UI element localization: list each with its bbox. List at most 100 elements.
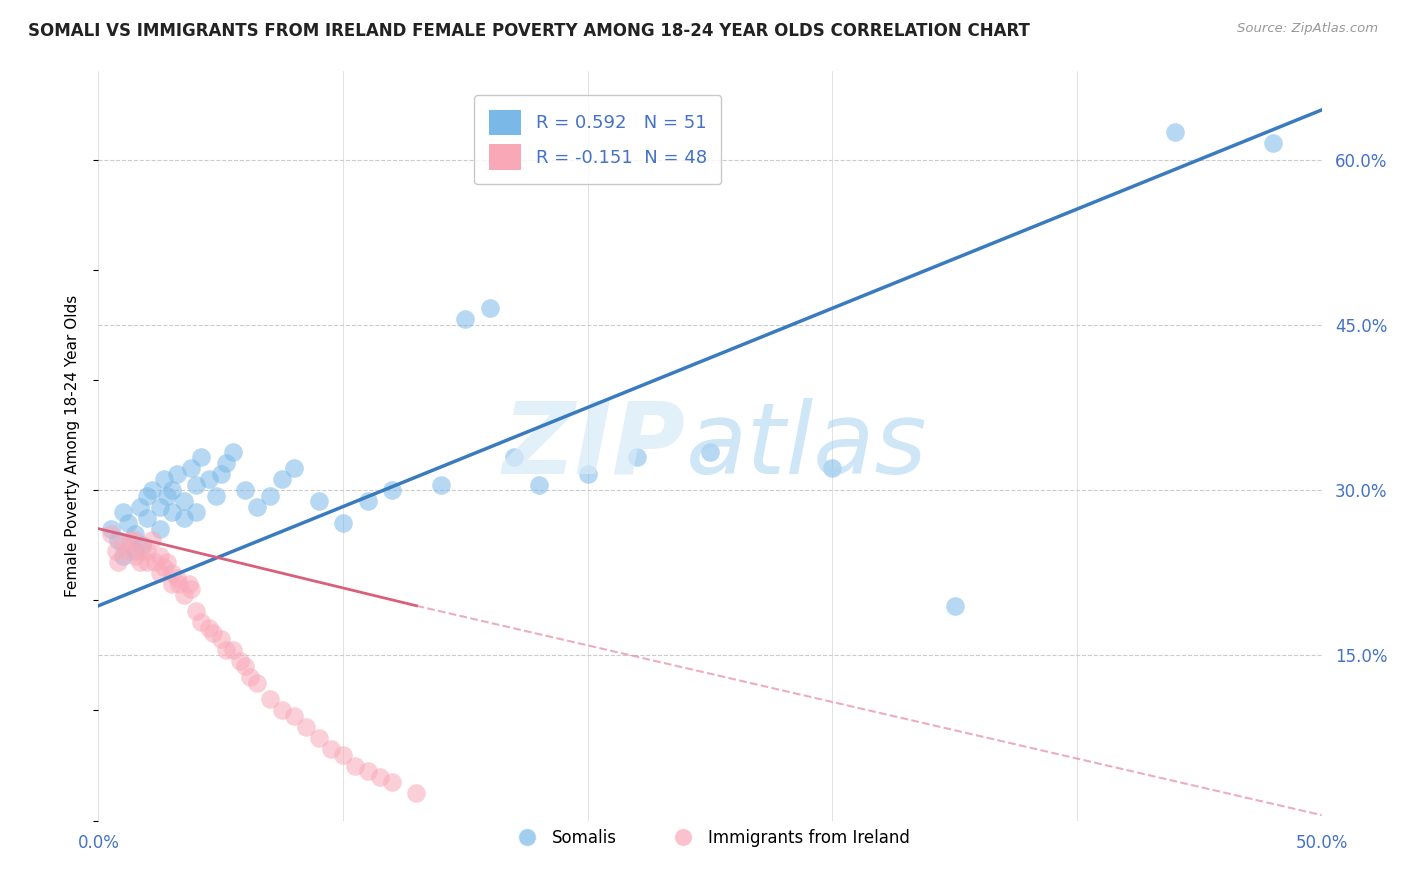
Point xyxy=(478,301,501,316)
Text: SOMALI VS IMMIGRANTS FROM IRELAND FEMALE POVERTY AMONG 18-24 YEAR OLDS CORRELATI: SOMALI VS IMMIGRANTS FROM IRELAND FEMALE… xyxy=(28,22,1031,40)
Point xyxy=(117,516,139,530)
Point xyxy=(129,555,152,569)
Point xyxy=(136,510,159,524)
Point xyxy=(246,676,269,690)
Point xyxy=(270,703,294,717)
Point xyxy=(239,670,262,684)
Point xyxy=(283,709,305,723)
Point xyxy=(295,720,318,734)
Point xyxy=(166,467,188,481)
Point xyxy=(186,505,208,519)
Point xyxy=(156,555,179,569)
Point xyxy=(141,533,163,547)
Point xyxy=(190,615,212,630)
Point xyxy=(177,576,200,591)
Point xyxy=(214,456,236,470)
Point xyxy=(160,566,183,580)
Point xyxy=(173,510,195,524)
Point xyxy=(186,477,208,491)
Point xyxy=(143,555,166,569)
Point xyxy=(167,576,190,591)
Point xyxy=(160,576,183,591)
Point xyxy=(209,467,232,481)
Point xyxy=(149,566,172,580)
Point xyxy=(209,632,232,646)
Point xyxy=(160,505,183,519)
Y-axis label: Female Poverty Among 18-24 Year Olds: Female Poverty Among 18-24 Year Olds xyxy=(65,295,80,597)
Point xyxy=(111,505,134,519)
Point xyxy=(149,522,172,536)
Point xyxy=(129,500,152,514)
Point xyxy=(454,312,477,326)
Point xyxy=(131,538,153,552)
Point xyxy=(100,522,122,536)
Point xyxy=(107,533,129,547)
Point xyxy=(222,444,245,458)
Point xyxy=(229,654,252,668)
Point xyxy=(270,472,294,486)
Point xyxy=(202,626,225,640)
Legend: Somalis, Immigrants from Ireland: Somalis, Immigrants from Ireland xyxy=(503,822,917,854)
Point xyxy=(332,747,354,762)
Point xyxy=(527,477,550,491)
Point xyxy=(356,764,378,778)
Point xyxy=(319,742,342,756)
Point xyxy=(153,560,176,574)
Point xyxy=(149,549,172,564)
Point xyxy=(197,472,219,486)
Point xyxy=(205,489,228,503)
Point xyxy=(104,543,127,558)
Point xyxy=(381,775,404,789)
Point xyxy=(430,477,453,491)
Point xyxy=(141,483,163,497)
Point xyxy=(160,483,183,497)
Point xyxy=(222,643,245,657)
Point xyxy=(283,461,305,475)
Point xyxy=(356,494,378,508)
Point xyxy=(259,489,281,503)
Point xyxy=(233,659,256,673)
Point xyxy=(156,489,179,503)
Point xyxy=(186,604,208,618)
Point xyxy=(503,450,526,464)
Point xyxy=(180,582,202,597)
Point xyxy=(100,527,122,541)
Point xyxy=(124,549,146,564)
Point xyxy=(124,533,146,547)
Point xyxy=(1261,136,1284,150)
Point xyxy=(1164,125,1187,139)
Point xyxy=(111,538,134,552)
Point xyxy=(368,770,391,784)
Point xyxy=(332,516,354,530)
Point xyxy=(180,461,202,475)
Point xyxy=(197,621,219,635)
Point xyxy=(233,483,256,497)
Point xyxy=(173,588,195,602)
Point xyxy=(173,494,195,508)
Point xyxy=(699,444,721,458)
Point xyxy=(124,543,146,558)
Point xyxy=(166,571,188,585)
Point xyxy=(111,549,134,564)
Text: atlas: atlas xyxy=(686,398,927,494)
Point xyxy=(405,786,427,800)
Point xyxy=(214,643,236,657)
Point xyxy=(190,450,212,464)
Point xyxy=(120,533,142,547)
Point xyxy=(124,527,146,541)
Point xyxy=(821,461,844,475)
Point xyxy=(107,555,129,569)
Point xyxy=(246,500,269,514)
Point xyxy=(153,472,176,486)
Text: Source: ZipAtlas.com: Source: ZipAtlas.com xyxy=(1237,22,1378,36)
Point xyxy=(576,467,599,481)
Point xyxy=(344,758,367,772)
Point xyxy=(136,555,159,569)
Text: ZIP: ZIP xyxy=(502,398,686,494)
Point xyxy=(136,489,159,503)
Point xyxy=(117,543,139,558)
Point xyxy=(943,599,966,613)
Point xyxy=(308,494,330,508)
Point xyxy=(136,543,159,558)
Point xyxy=(381,483,404,497)
